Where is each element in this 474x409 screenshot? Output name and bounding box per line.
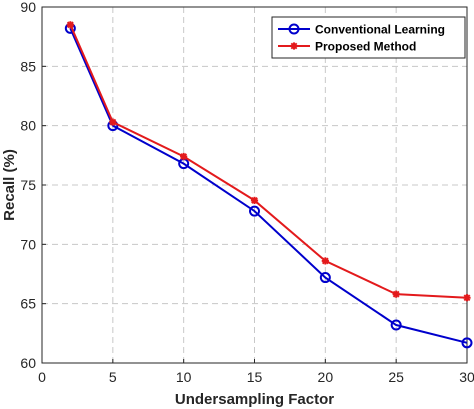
- data-point: [288, 23, 300, 35]
- y-tick-label: 85: [20, 58, 36, 74]
- series-group: [66, 21, 471, 302]
- x-tick-label: 30: [459, 369, 474, 385]
- data-point: [390, 319, 402, 331]
- data-point: [461, 337, 473, 349]
- y-tick-label: 80: [20, 118, 36, 134]
- data-point: [180, 152, 188, 161]
- y-tick-label: 70: [20, 236, 36, 252]
- series-group: [64, 22, 473, 349]
- axis-ticks: 0 5 10 15 20 25 30 60 65 70 75 80 85 90: [20, 0, 474, 385]
- x-tick-label: 5: [109, 369, 117, 385]
- x-tick-label: 15: [247, 369, 263, 385]
- series-line: [69, 24, 468, 299]
- data-point: [392, 290, 400, 298]
- y-tick-label: 90: [20, 0, 36, 15]
- x-tick-label: 25: [388, 369, 404, 385]
- x-tick-label: 10: [176, 369, 192, 385]
- x-tick-label: 0: [38, 369, 46, 385]
- y-tick-label: 75: [20, 177, 36, 193]
- x-tick-label: 20: [318, 369, 334, 385]
- series: [64, 21, 473, 349]
- data-point: [250, 196, 259, 205]
- data-point: [109, 118, 117, 126]
- legend-item: Proposed Method: [278, 40, 416, 54]
- data-point: [463, 294, 471, 302]
- data-point: [319, 272, 331, 284]
- data-point: [290, 42, 298, 50]
- legend-items: Conventional Learning Proposed Method: [278, 23, 445, 54]
- legend-label: Conventional Learning: [315, 23, 445, 37]
- legend-item: Conventional Learning: [278, 23, 445, 37]
- y-axis-title: Recall (%): [1, 149, 18, 221]
- data-point: [66, 21, 74, 29]
- legend-label: Proposed Method: [315, 40, 416, 54]
- x-axis-title: Undersampling Factor: [175, 391, 334, 408]
- data-point: [321, 257, 329, 265]
- legend: Conventional Learning Proposed Method: [271, 16, 466, 59]
- y-tick-label: 65: [20, 296, 36, 312]
- legend-box: [271, 16, 466, 59]
- data-point: [249, 205, 260, 217]
- y-tick-label: 60: [20, 355, 36, 371]
- grid: [42, 7, 467, 363]
